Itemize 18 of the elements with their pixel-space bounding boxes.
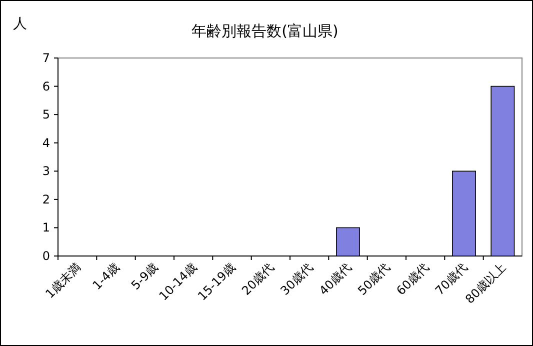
x-tick-label: 20歳代 [239,260,277,298]
x-tick-label: 30歳代 [278,260,316,298]
y-tick-label: 6 [42,79,50,94]
y-tick-label: 0 [42,249,50,263]
y-tick-label: 4 [42,136,50,150]
x-tick-label: 1-4歳 [90,260,122,292]
y-tick-label: 3 [42,164,50,178]
x-tick-label: 40歳代 [316,260,354,298]
y-tick-label: 2 [42,192,50,206]
x-tick-label: 60歳代 [394,260,432,298]
y-tick-label: 7 [42,51,50,65]
chart-title: 年齢別報告数(富山県) [192,22,338,40]
y-axis-title: 人 [13,16,27,32]
x-tick-label: 1歳未満 [42,260,84,301]
y-tick-label: 5 [42,108,50,122]
x-tick-label: 50歳代 [355,260,393,298]
y-tick-label: 1 [42,220,50,235]
x-tick-label: 5-9歳 [128,260,161,292]
